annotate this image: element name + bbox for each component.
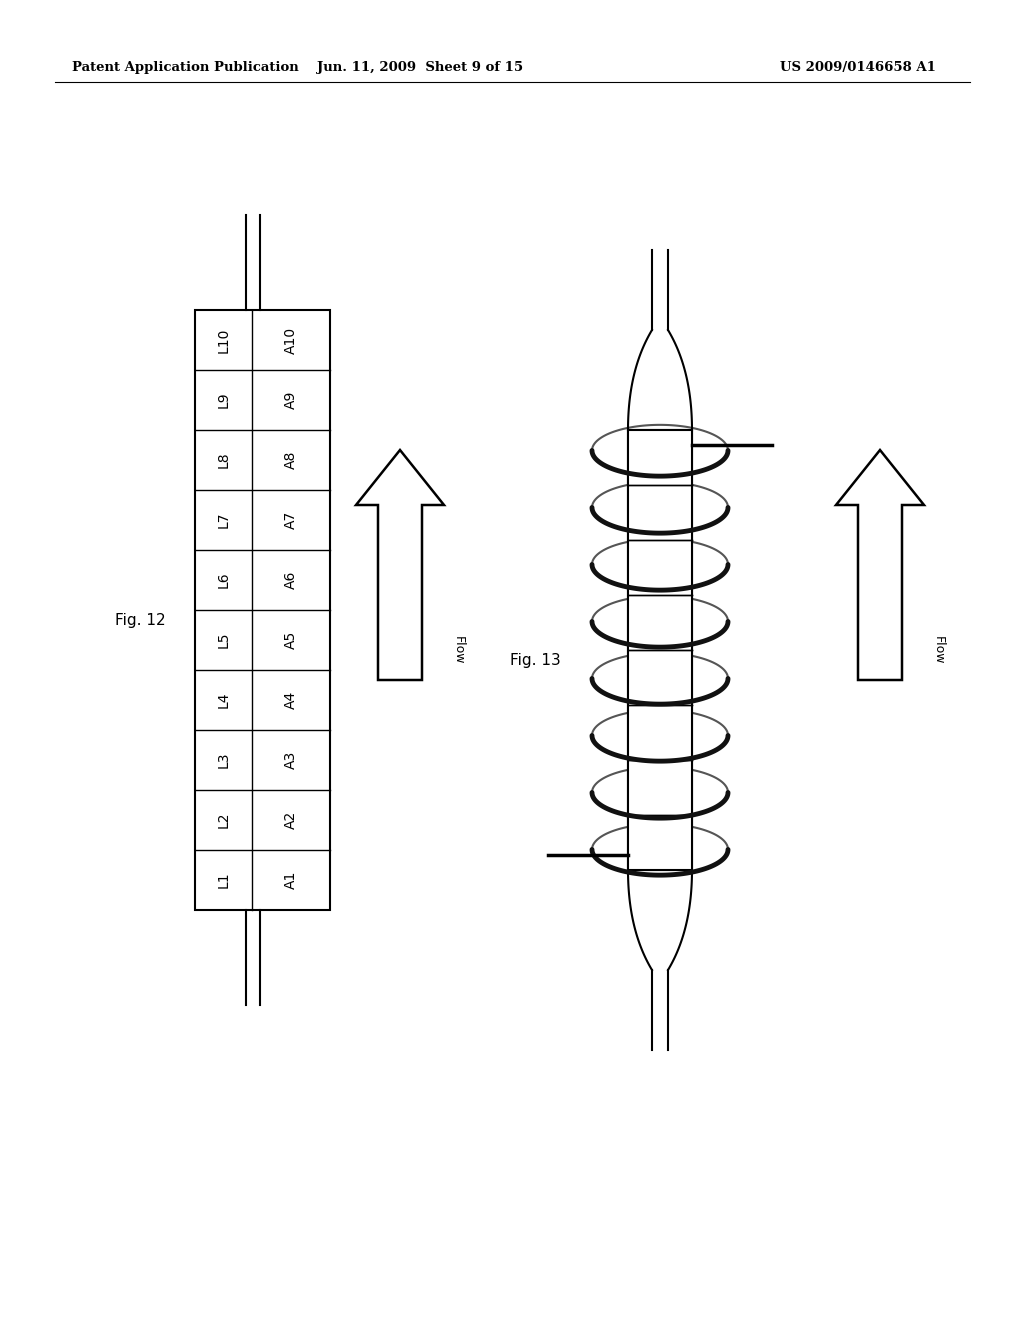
Bar (628, 430, 692, 870)
Text: L7: L7 (216, 512, 230, 528)
Text: Flow: Flow (452, 636, 465, 664)
Text: L6: L6 (216, 572, 230, 589)
Text: Patent Application Publication: Patent Application Publication (72, 62, 299, 74)
Text: US 2009/0146658 A1: US 2009/0146658 A1 (780, 62, 936, 74)
Bar (628, 430, 692, 870)
Text: Fig. 13: Fig. 13 (510, 652, 561, 668)
Bar (195, 310, 330, 909)
Text: Jun. 11, 2009  Sheet 9 of 15: Jun. 11, 2009 Sheet 9 of 15 (317, 62, 523, 74)
Text: L9: L9 (216, 392, 230, 408)
Text: Fig. 12: Fig. 12 (115, 612, 166, 627)
Text: A7: A7 (284, 511, 298, 529)
Text: L3: L3 (216, 752, 230, 768)
Text: A10: A10 (284, 326, 298, 354)
Text: A8: A8 (284, 451, 298, 469)
Text: A2: A2 (284, 810, 298, 829)
Text: L5: L5 (216, 632, 230, 648)
Text: L4: L4 (216, 692, 230, 709)
Polygon shape (836, 450, 924, 680)
Text: A1: A1 (284, 871, 298, 890)
Text: Flow: Flow (932, 636, 945, 664)
Polygon shape (356, 450, 444, 680)
Text: L10: L10 (216, 327, 230, 352)
Text: A9: A9 (284, 391, 298, 409)
Text: L2: L2 (216, 812, 230, 828)
Text: L8: L8 (216, 451, 230, 469)
Text: A3: A3 (284, 751, 298, 770)
Text: A6: A6 (284, 570, 298, 589)
Text: L1: L1 (216, 871, 230, 888)
Text: A5: A5 (284, 631, 298, 649)
Text: A4: A4 (284, 690, 298, 709)
